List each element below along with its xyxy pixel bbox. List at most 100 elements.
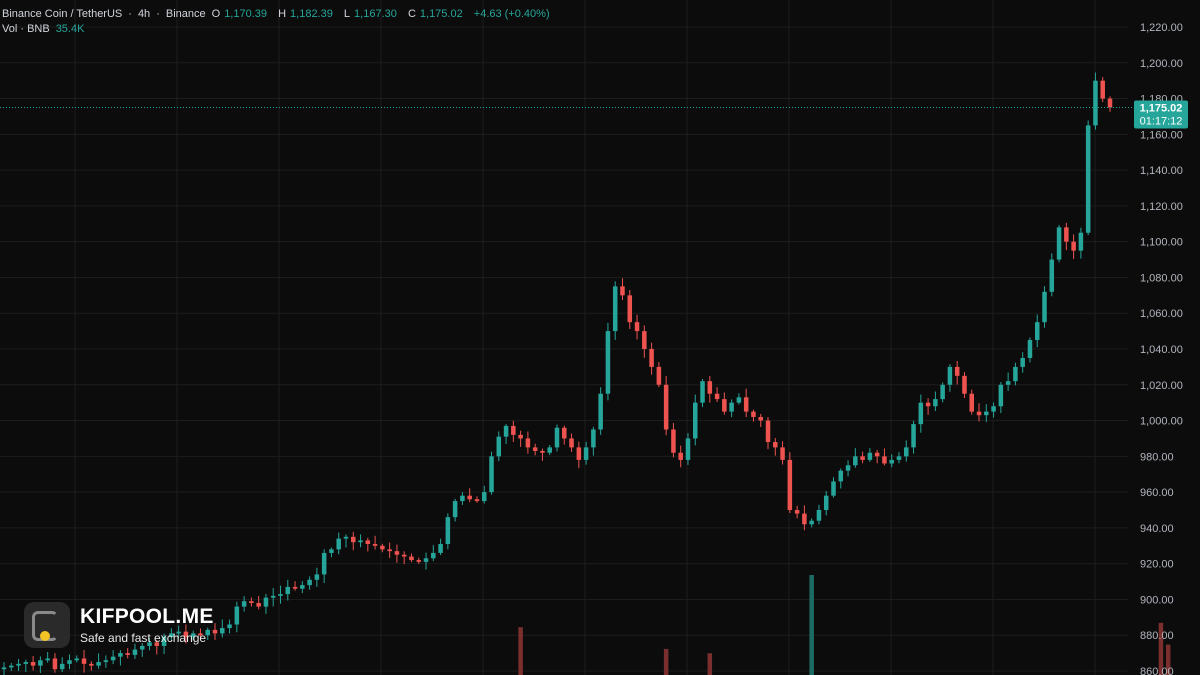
- y-tick-label: 1,200.00: [1140, 58, 1183, 70]
- symbol-name[interactable]: Binance Coin / TetherUS: [2, 8, 123, 20]
- y-tick-label: 900.00: [1140, 594, 1174, 606]
- candle-body: [67, 660, 72, 664]
- candle-body: [292, 586, 298, 589]
- y-tick-label: 1,040.00: [1140, 344, 1183, 356]
- candle-body: [867, 452, 873, 460]
- y-tick-label: 1,140.00: [1140, 165, 1183, 177]
- candle: [969, 389, 975, 415]
- candle-body: [358, 540, 363, 543]
- candle: [234, 601, 240, 633]
- candle-body: [321, 552, 327, 575]
- candle-body: [118, 653, 123, 657]
- candle-body: [1100, 80, 1105, 99]
- candle-body: [336, 538, 341, 550]
- candle-body: [1013, 366, 1018, 382]
- candle: [67, 654, 72, 670]
- candle-body: [503, 425, 509, 437]
- candle: [1027, 337, 1033, 363]
- candle-body: [401, 554, 407, 557]
- volume-label[interactable]: Vol · BNB: [2, 23, 50, 35]
- candle: [241, 596, 247, 612]
- candle-body: [874, 452, 880, 457]
- candle-body: [161, 637, 167, 646]
- high-value: 1,182.39: [290, 8, 333, 20]
- candle: [270, 587, 276, 607]
- candle-body: [933, 399, 938, 407]
- candle: [998, 382, 1004, 414]
- candle-body: [474, 499, 480, 502]
- candle-body: [685, 438, 691, 460]
- candle: [314, 567, 320, 587]
- candle-body: [496, 436, 502, 457]
- candle: [38, 656, 43, 674]
- ohlc-values: O 1,170.39 H 1,182.39 L 1,167.30 C 1,175.02 …: [212, 7, 554, 22]
- candle-body: [591, 429, 596, 448]
- candle-body: [1034, 322, 1040, 341]
- candle-body: [467, 495, 472, 500]
- candle: [671, 423, 676, 458]
- candle: [860, 451, 865, 464]
- watermark-brand: KIFPOOL.ME: [80, 605, 214, 628]
- candle-body: [190, 633, 196, 638]
- candle: [161, 633, 167, 655]
- candle-body: [380, 545, 385, 550]
- candle: [89, 661, 94, 671]
- candle: [904, 440, 909, 462]
- candle: [416, 557, 422, 564]
- volume-bar: [518, 627, 523, 675]
- candle-body: [925, 402, 931, 407]
- candle-body: [532, 447, 538, 451]
- volume-row: Vol · BNB 35.4K: [2, 22, 554, 37]
- chart-legend: Binance Coin / TetherUS · 4h · Binance O…: [2, 7, 554, 37]
- candle-body: [518, 434, 523, 439]
- candle-body: [96, 662, 101, 666]
- price-axis[interactable]: 860.00 880.00 900.00 920.00 940.00 960.00 980.…: [1140, 22, 1183, 675]
- candle: [292, 581, 298, 591]
- candle: [700, 379, 705, 408]
- candle: [911, 420, 916, 454]
- candle-body: [816, 510, 822, 521]
- candle-body: [598, 393, 603, 430]
- open-label: O: [211, 8, 221, 20]
- candle-body: [343, 536, 349, 539]
- candle: [212, 623, 218, 640]
- candle-body: [351, 536, 356, 543]
- candle-body: [802, 513, 807, 525]
- candle: [518, 430, 523, 447]
- candle-body: [263, 597, 269, 607]
- candle-body: [678, 452, 683, 460]
- candle-body: [1071, 241, 1076, 251]
- candle: [532, 443, 538, 456]
- candle: [649, 342, 654, 375]
- interval[interactable]: 4h: [137, 8, 151, 20]
- candle-body: [612, 286, 618, 332]
- close-label: C: [407, 8, 416, 20]
- candle-body: [962, 375, 967, 394]
- candle-body: [583, 447, 589, 460]
- y-tick-label: 960.00: [1140, 487, 1174, 499]
- candle-body: [9, 665, 14, 668]
- candle-body: [110, 656, 116, 661]
- candle-body: [976, 411, 982, 416]
- candle: [52, 653, 58, 673]
- candle-body: [431, 552, 436, 559]
- price-tag-price: 1,175.02: [1140, 102, 1183, 114]
- candle: [329, 547, 334, 558]
- candle: [605, 322, 611, 401]
- candle: [714, 387, 720, 402]
- candle: [96, 653, 101, 669]
- volume-bar: [1158, 622, 1164, 675]
- candle: [940, 382, 945, 403]
- candle-body: [285, 586, 291, 595]
- candle-body: [998, 384, 1004, 407]
- candle-body: [969, 393, 975, 412]
- candle-body: [307, 579, 312, 586]
- candle: [81, 649, 87, 673]
- candle-body: [562, 427, 567, 439]
- candle-body: [16, 663, 21, 666]
- high-label: H: [278, 8, 287, 20]
- candle-body: [729, 402, 734, 412]
- candle: [802, 505, 807, 531]
- candle-body: [787, 459, 793, 510]
